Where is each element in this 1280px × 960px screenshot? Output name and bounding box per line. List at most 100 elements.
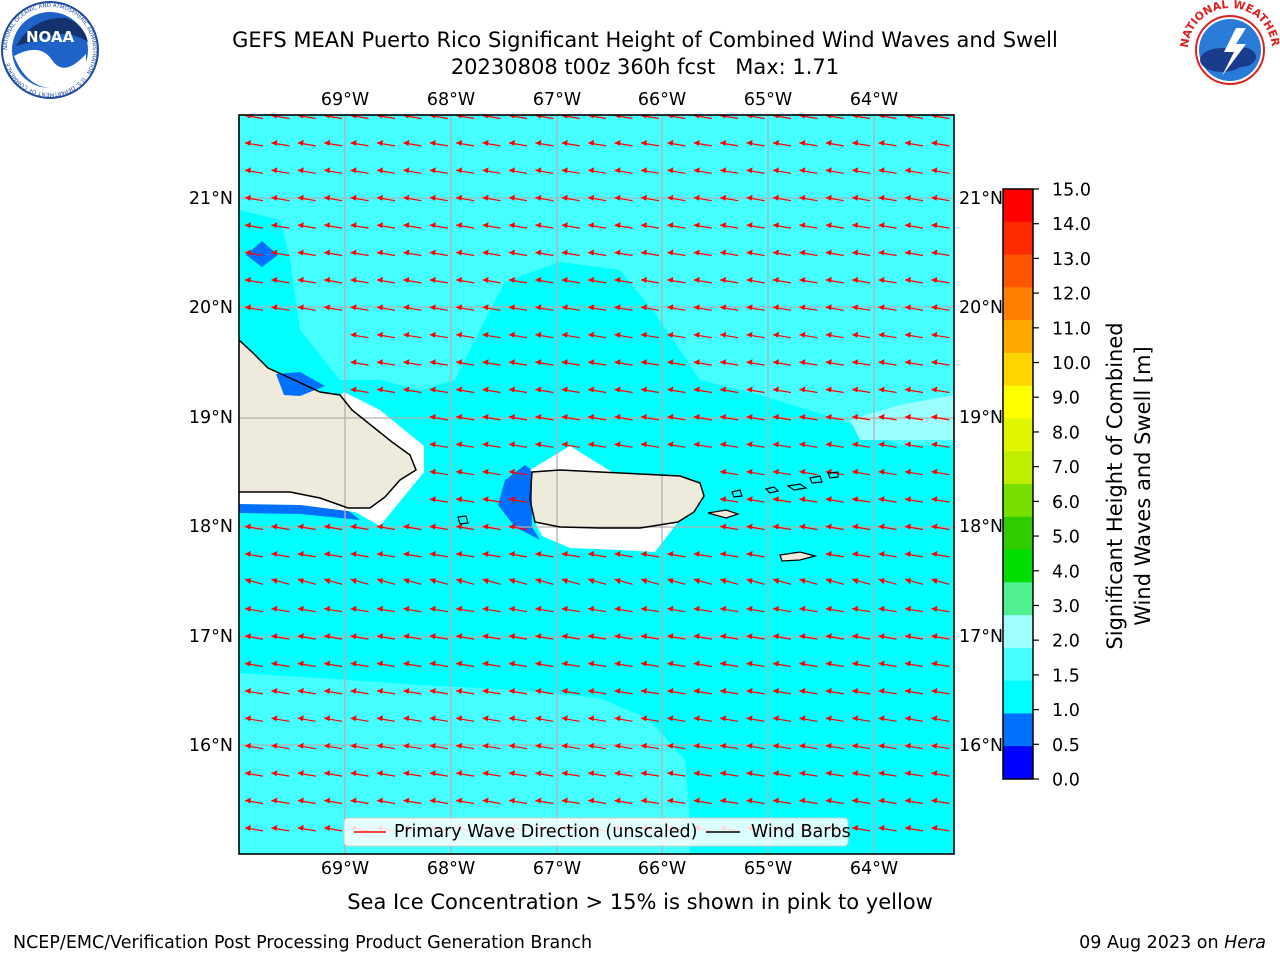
wave-arrow-head [693, 441, 700, 448]
wave-arrow-head [535, 115, 541, 119]
wave-arrow-head [245, 797, 251, 804]
wave-arrow-head [746, 441, 753, 448]
wave-arrow-head [561, 331, 568, 338]
wave-arrow-head [720, 115, 726, 119]
wave-arrow-head [535, 633, 542, 640]
wave-arrow-head [667, 742, 674, 749]
wave-arrow-head [377, 687, 383, 694]
wave-arrow-head [773, 276, 779, 283]
wave-arrow-head [509, 331, 515, 338]
wave-arrow-head [561, 605, 568, 612]
wave-arrow-head [403, 578, 410, 585]
wave-arrow-head [324, 115, 330, 119]
wave-arrow-head [746, 468, 753, 475]
wave-arrow-head [905, 496, 911, 503]
lon-label: 68°W [427, 859, 475, 879]
wave-arrow-head [931, 115, 937, 119]
wave-arrow-head [641, 633, 647, 640]
wave-arrow-head [509, 715, 515, 722]
wave-arrow-head [746, 687, 753, 694]
wave-arrow-head [878, 742, 885, 749]
wave-arrow-head [878, 715, 885, 722]
lon-label: 69°W [321, 90, 369, 110]
wave-arrow-head [825, 222, 832, 229]
wave-arrow-head [482, 496, 489, 503]
wave-arrow-head [297, 249, 304, 256]
wave-arrow-head [878, 605, 885, 612]
wave-arrow-head [535, 413, 542, 420]
wave-arrow-head [799, 770, 806, 777]
wave-arrow-head [878, 304, 885, 311]
wave-arrow-head [297, 687, 304, 694]
wave-arrow-head [588, 222, 595, 229]
map-area: Primary Wave Direction (unscaled) Wind B… [239, 115, 954, 854]
wave-arrow-head [377, 578, 383, 585]
wave-arrow-head [720, 441, 727, 448]
wave-arrow-head [746, 523, 753, 530]
wave-arrow-head [324, 550, 331, 557]
wave-arrow-head [614, 633, 621, 640]
wave-arrow-head [324, 742, 331, 749]
wave-arrow-head [641, 578, 647, 585]
colorbar: 15.0 14.0 13.0 12.0 11.0 10.0 9.0 8.0 7.0 6.0 5.0 4… [1002, 181, 1091, 791]
wave-arrow-head [245, 523, 251, 530]
wave-arrow-head [297, 605, 304, 612]
wave-arrow-head [588, 742, 595, 749]
wave-arrow-head [561, 359, 568, 366]
wave-arrow-head [535, 715, 542, 722]
wave-arrow-head [905, 742, 911, 749]
wave-arrow-head [429, 167, 436, 174]
wave-arrow-head [693, 660, 700, 667]
wave-arrow-head [324, 194, 331, 201]
wave-arrow-head [852, 550, 859, 557]
wave-arrow-head [799, 304, 806, 311]
wave-arrow-head [561, 304, 568, 311]
wave-arrow-head [482, 386, 489, 393]
wave-arrow-head [456, 441, 463, 448]
wave-arrow-head [350, 359, 357, 366]
colorbar-swatch [1003, 713, 1033, 747]
wave-arrow-head [878, 687, 885, 694]
wave-arrow-head [588, 276, 595, 283]
wave-arrow-head [429, 550, 436, 557]
wave-arrow-head [878, 550, 885, 557]
wave-arrow-head [350, 797, 357, 804]
wave-arrow-head [905, 715, 911, 722]
wave-arrow-head [350, 167, 357, 174]
national-weather-service-logo: NATIONAL WEATHER SERVICE [0, 0, 1280, 98]
wave-arrow-head [773, 304, 779, 311]
wave-arrow-head [509, 687, 515, 694]
colorbar-swatch [1003, 615, 1033, 649]
wave-arrow-head [799, 222, 806, 229]
wave-arrow-head [456, 496, 463, 503]
wave-arrow-head [614, 797, 621, 804]
wave-arrow-head [878, 578, 885, 585]
wave-arrow-head [614, 304, 621, 311]
wave-arrow-head [377, 276, 383, 283]
wave-arrow-head [377, 222, 383, 229]
wave-arrow-head [852, 770, 859, 777]
lon-label: 69°W [321, 859, 369, 879]
wave-arrow-head [773, 441, 779, 448]
colorbar-swatch [1003, 254, 1033, 288]
low-wave-area-puerto-rico-west [498, 465, 540, 540]
wave-arrow-head [799, 633, 806, 640]
lon-labels-top: 69°W 68°W 67°W 66°W 65°W 64°W [321, 90, 898, 110]
lon-label: 64°W [850, 90, 898, 110]
wave-arrow-head [561, 797, 568, 804]
wave-arrow-head [297, 523, 304, 530]
wave-arrow-head [614, 715, 621, 722]
wave-arrow-head [403, 249, 410, 256]
wave-arrow-head [746, 797, 753, 804]
wave-arrow-head [482, 660, 489, 667]
wave-arrow-head [746, 139, 753, 146]
wave-arrow-head [746, 770, 753, 777]
wave-arrow-head [350, 249, 357, 256]
wave-arrow-head [324, 824, 331, 831]
wave-arrow-head [429, 139, 436, 146]
wave-arrow-head [271, 276, 278, 283]
wave-arrow-head [377, 167, 383, 174]
wave-arrow-head [324, 249, 331, 256]
wave-arrow-head [588, 687, 595, 694]
colorbar-swatch [1003, 287, 1033, 321]
